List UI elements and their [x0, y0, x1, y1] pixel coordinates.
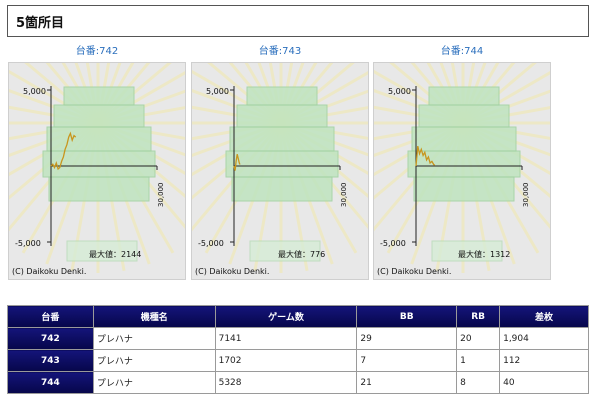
graph-background [9, 63, 185, 273]
x-tick-label: 30,000 [522, 182, 530, 208]
cell-rb: 1 [456, 349, 501, 372]
cell-number[interactable]: 743 [7, 349, 94, 372]
cell-rb: 20 [456, 327, 501, 350]
col-header-rb: RB [456, 305, 501, 328]
max-value-label: 最大値：2144 [89, 250, 142, 259]
x-tick-label: 30,000 [340, 182, 348, 208]
cell-model: プレハナ [92, 371, 216, 394]
cell-bb: 29 [356, 327, 458, 350]
cell-diff: 112 [499, 349, 589, 372]
copyright-text: (C) Daikoku Denki. [12, 267, 87, 276]
cell-games: 7141 [214, 327, 358, 350]
background-plate [231, 176, 333, 202]
graph-plot [412, 86, 523, 246]
cell-bb: 7 [356, 349, 458, 372]
graph-plot [47, 86, 158, 246]
y-bottom-label: -5,000 [15, 239, 41, 248]
graph-card-744: 台番:744 5,000 -5,000 30,000 最大値：1312 (C) … [373, 45, 551, 280]
y-top-label: 5,000 [23, 87, 46, 96]
section-title-box: 5箇所目 [7, 5, 589, 37]
cell-rb: 8 [456, 371, 501, 394]
cell-bb: 21 [356, 371, 458, 394]
series-line [415, 145, 436, 167]
y-bottom-label: -5,000 [380, 239, 406, 248]
max-value-label: 最大値：776 [278, 250, 326, 259]
y-top-label: 5,000 [388, 87, 411, 96]
background-plate [42, 150, 156, 178]
background-plate [407, 150, 521, 178]
table-row: 743 プレハナ 1702 7 1 112 [7, 349, 589, 372]
graph-card-743: 台番:743 5,000 -5,000 30,000 最大値：776 (C) D… [191, 45, 369, 280]
col-header-bb: BB [356, 305, 458, 328]
machine-data-table: 台番 機種名 ゲーム数 BB RB 差枚 742 プレハナ 7141 29 20… [7, 305, 589, 394]
col-header-number: 台番 [7, 305, 94, 328]
graph-card-title[interactable]: 台番:742 [75, 46, 119, 57]
background-floor [249, 240, 321, 262]
graph-background [192, 63, 368, 273]
table-row: 744 プレハナ 5328 21 8 40 [7, 371, 589, 394]
max-value-label: 最大値：1312 [458, 250, 511, 259]
background-plate [413, 176, 515, 202]
graph-card-title[interactable]: 台番:743 [258, 46, 302, 57]
x-tick-label: 30,000 [157, 182, 165, 208]
background-plate [411, 126, 517, 152]
series-line [50, 131, 77, 171]
cell-diff: 40 [499, 371, 589, 394]
y-bottom-label: -5,000 [198, 239, 224, 248]
y-top-label: 5,000 [206, 87, 229, 96]
background-floor [431, 240, 503, 262]
copyright-text: (C) Daikoku Denki. [377, 267, 452, 276]
cell-games: 5328 [214, 371, 358, 394]
copyright-text: (C) Daikoku Denki. [195, 267, 270, 276]
series-line [233, 154, 241, 171]
col-header-diff: 差枚 [499, 305, 589, 328]
table-header-row: 台番 機種名 ゲーム数 BB RB 差枚 [7, 305, 589, 328]
cell-games: 1702 [214, 349, 358, 372]
cell-model: プレハナ [92, 327, 216, 350]
graph-card-title[interactable]: 台番:744 [440, 46, 484, 57]
graph-panel: 5,000 -5,000 30,000 最大値：2144 (C) Daikoku… [8, 62, 186, 280]
cell-number[interactable]: 742 [7, 327, 94, 350]
graph-plot [230, 86, 341, 246]
background-plate [48, 176, 150, 202]
graph-panel: 5,000 -5,000 30,000 最大値：776 (C) Daikoku … [191, 62, 369, 280]
cell-diff: 1,904 [499, 327, 589, 350]
background-floor [66, 240, 138, 262]
section-title: 5箇所目 [16, 16, 65, 31]
col-header-games: ゲーム数 [214, 305, 358, 328]
graph-panel: 5,000 -5,000 30,000 最大値：1312 (C) Daikoku… [373, 62, 551, 280]
cell-number[interactable]: 744 [7, 371, 94, 394]
cell-model: プレハナ [92, 349, 216, 372]
col-header-model: 機種名 [92, 305, 216, 328]
graph-background [374, 63, 550, 273]
table-row: 742 プレハナ 7141 29 20 1,904 [7, 327, 589, 350]
graph-card-742: 台番:742 5,000 -5,000 30,000 最大値：2144 (C) … [8, 45, 186, 280]
